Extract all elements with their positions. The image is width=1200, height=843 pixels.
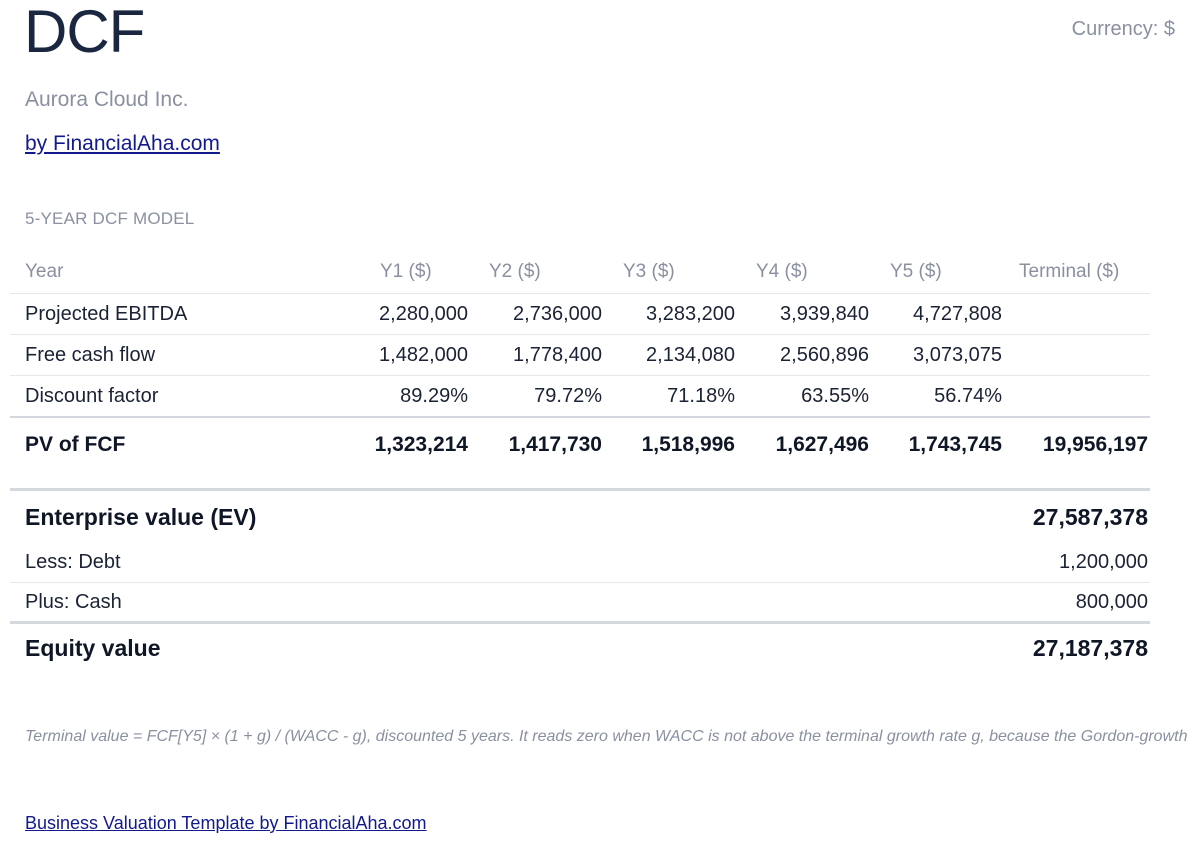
debt-row: Less: Debt 1,200,000 [10, 542, 1150, 583]
terminal-value-footnote: Terminal value = FCF[Y5] × (1 + g) / (WA… [25, 728, 1188, 745]
table-header-row: Year Y1 ($) Y2 ($) Y3 ($) Y4 ($) Y5 ($) … [10, 250, 1150, 294]
equity-label: Equity value [25, 634, 161, 661]
section-divider [10, 488, 1150, 491]
table-cell: 3,283,200 [604, 293, 737, 335]
table-cell: 1,417,730 [470, 416, 604, 471]
ev-value: 27,587,378 [1032, 503, 1148, 530]
table-cell: 1,743,745 [871, 416, 1004, 471]
table-cell: 1,627,496 [737, 416, 871, 471]
debt-label: Less: Debt [25, 550, 121, 573]
table-row: Projected EBITDA 2,280,000 2,736,000 3,2… [10, 293, 1150, 335]
table-cell: 2,736,000 [470, 293, 604, 335]
dcf-table: Year Y1 ($) Y2 ($) Y3 ($) Y4 ($) Y5 ($) … [10, 250, 1150, 471]
row-label: Free cash flow [10, 334, 362, 376]
table-cell: 63.55% [737, 375, 871, 418]
pv-total-row: PV of FCF 1,323,214 1,417,730 1,518,996 … [10, 416, 1150, 471]
table-cell: 19,956,197 [1004, 416, 1150, 471]
column-header-year: Year [10, 250, 362, 294]
page-title: DCF [24, 0, 145, 65]
column-header-y1: Y1 ($) [362, 250, 470, 294]
enterprise-value-row: Enterprise value (EV) 27,587,378 [10, 492, 1150, 542]
table-cell: 2,560,896 [737, 334, 871, 376]
row-label: Projected EBITDA [10, 293, 362, 335]
table-cell: 1,518,996 [604, 416, 737, 471]
table-cell [1004, 334, 1150, 376]
column-header-y3: Y3 ($) [604, 250, 737, 294]
table-cell: 3,939,840 [737, 293, 871, 335]
table-cell: 4,727,808 [871, 293, 1004, 335]
row-label: Discount factor [10, 375, 362, 418]
table-cell: 1,482,000 [362, 334, 470, 376]
table-cell: 2,134,080 [604, 334, 737, 376]
currency-label: Currency: $ [1071, 18, 1175, 40]
table-cell: 1,778,400 [470, 334, 604, 376]
company-name: Aurora Cloud Inc. [25, 88, 189, 111]
debt-value: 1,200,000 [1059, 550, 1148, 573]
footer-link[interactable]: Business Valuation Template by Financial… [25, 813, 427, 833]
cash-label: Plus: Cash [25, 590, 122, 613]
column-header-y4: Y4 ($) [737, 250, 871, 294]
cash-value: 800,000 [1075, 590, 1148, 613]
table-cell: 1,323,214 [362, 416, 470, 471]
table-cell: 89.29% [362, 375, 470, 418]
cash-row: Plus: Cash 800,000 [10, 582, 1150, 622]
table-cell: 79.72% [470, 375, 604, 418]
ev-label: Enterprise value (EV) [25, 503, 257, 530]
equity-value: 27,187,378 [1032, 634, 1148, 661]
column-header-terminal: Terminal ($) [1004, 250, 1150, 294]
table-cell [1004, 375, 1150, 418]
table-cell: 71.18% [604, 375, 737, 418]
table-row: Discount factor 89.29% 79.72% 71.18% 63.… [10, 375, 1150, 418]
section-label: 5-YEAR DCF MODEL [25, 209, 195, 228]
column-header-y5: Y5 ($) [871, 250, 1004, 294]
table-cell: 2,280,000 [362, 293, 470, 335]
byline-link[interactable]: by FinancialAha.com [25, 132, 220, 155]
equity-value-row: Equity value 27,187,378 [10, 623, 1150, 673]
table-cell: 56.74% [871, 375, 1004, 418]
table-row: Free cash flow 1,482,000 1,778,400 2,134… [10, 334, 1150, 376]
table-cell [1004, 293, 1150, 335]
column-header-y2: Y2 ($) [470, 250, 604, 294]
section-divider [10, 621, 1150, 624]
row-label: PV of FCF [10, 416, 362, 471]
table-cell: 3,073,075 [871, 334, 1004, 376]
